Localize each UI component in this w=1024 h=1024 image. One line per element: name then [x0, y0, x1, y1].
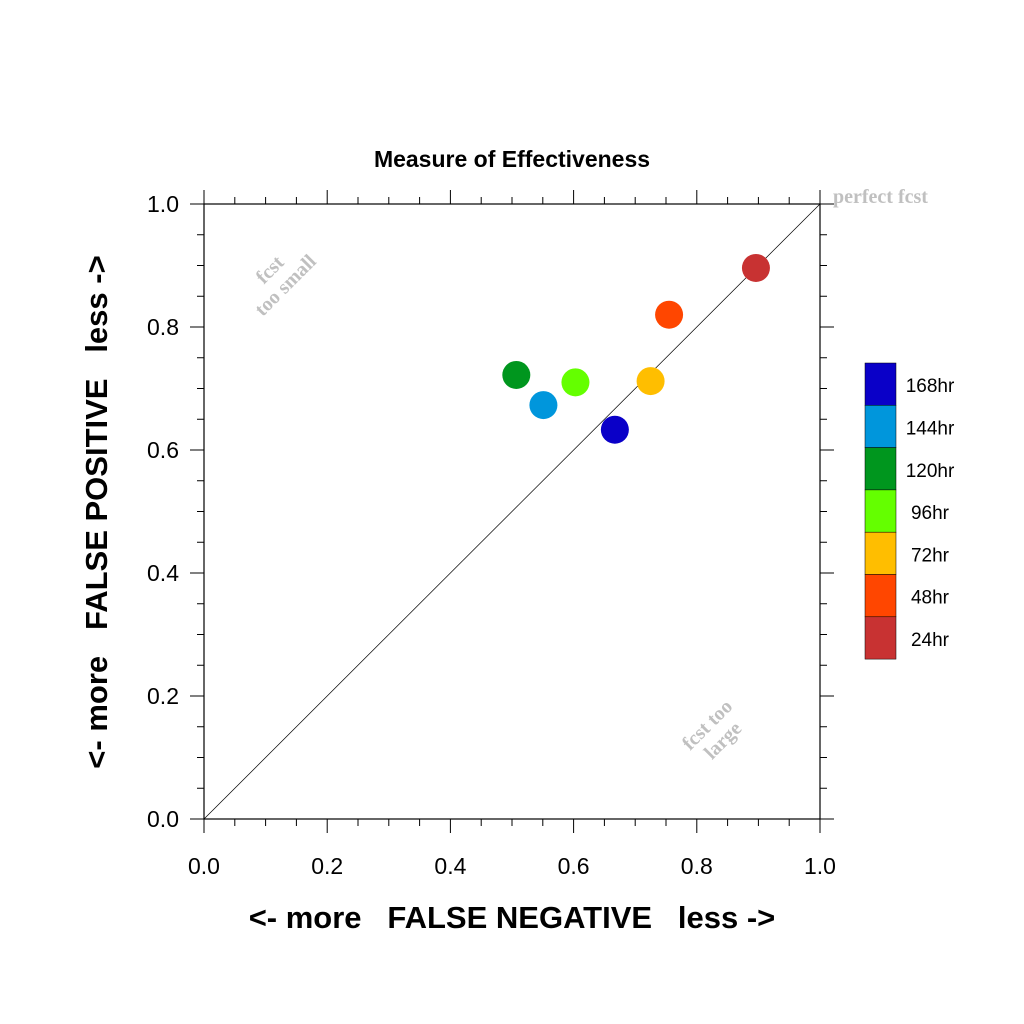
legend-label: 168hr: [906, 376, 955, 397]
x-axis-label: <- more FALSE NEGATIVE less ->: [249, 900, 776, 935]
x-tick-label: 1.0: [804, 853, 836, 879]
x-tick-label: 0.4: [434, 853, 466, 879]
legend-label: 72hr: [911, 545, 950, 566]
y-axis-label: <- more FALSE POSITIVE less ->: [79, 255, 114, 768]
data-point-168hr: [600, 415, 629, 444]
data-point-48hr: [655, 300, 684, 329]
legend-swatch-48hr: [864, 574, 897, 618]
legend: 168hr 144hr 120hr 96hr 72hr 48hr 24hr: [864, 362, 955, 660]
legend-swatch-168hr: [864, 362, 897, 406]
legend-swatch-144hr: [864, 405, 897, 448]
legend-swatch-120hr: [864, 447, 897, 491]
legend-label: 24hr: [911, 630, 950, 651]
perfect-fcst-label: perfect fcst: [833, 186, 928, 208]
chart-title: Measure of Effectiveness: [374, 146, 650, 172]
legend-label: 96hr: [911, 503, 950, 524]
y-tick-label: 0.0: [147, 806, 179, 832]
legend-swatch-96hr: [864, 489, 897, 533]
y-tick-label: 0.6: [147, 437, 179, 463]
x-tick-label: 0.0: [188, 853, 220, 879]
x-tick-label: 0.2: [311, 853, 343, 879]
legend-label: 120hr: [906, 461, 955, 482]
data-point-24hr: [741, 253, 770, 282]
data-point-96hr: [561, 368, 590, 397]
x-tick-label: 0.8: [681, 853, 713, 879]
y-tick-label: 1.0: [147, 191, 179, 217]
plot-area: 0.0 0.2 0.4 0.6 0.8 1.0 0.0 0.2 0.4 0.6 0.8 1.0 fcst…: [147, 190, 836, 879]
legend-label: 48hr: [911, 588, 950, 609]
annotation-text: too small: [251, 250, 321, 320]
y-tick-label: 0.8: [147, 314, 179, 340]
legend-label: 144hr: [906, 418, 955, 439]
x-tick-label: 0.6: [558, 853, 590, 879]
data-point-120hr: [502, 360, 531, 389]
y-tick-label: 0.2: [147, 683, 179, 709]
data-point-144hr: [529, 391, 558, 420]
data-point-72hr: [636, 367, 665, 396]
legend-swatch-72hr: [864, 531, 897, 575]
y-tick-label: 0.4: [147, 560, 179, 586]
perfect-fcst-line: [203, 203, 821, 820]
legend-swatch-24hr: [864, 616, 897, 660]
